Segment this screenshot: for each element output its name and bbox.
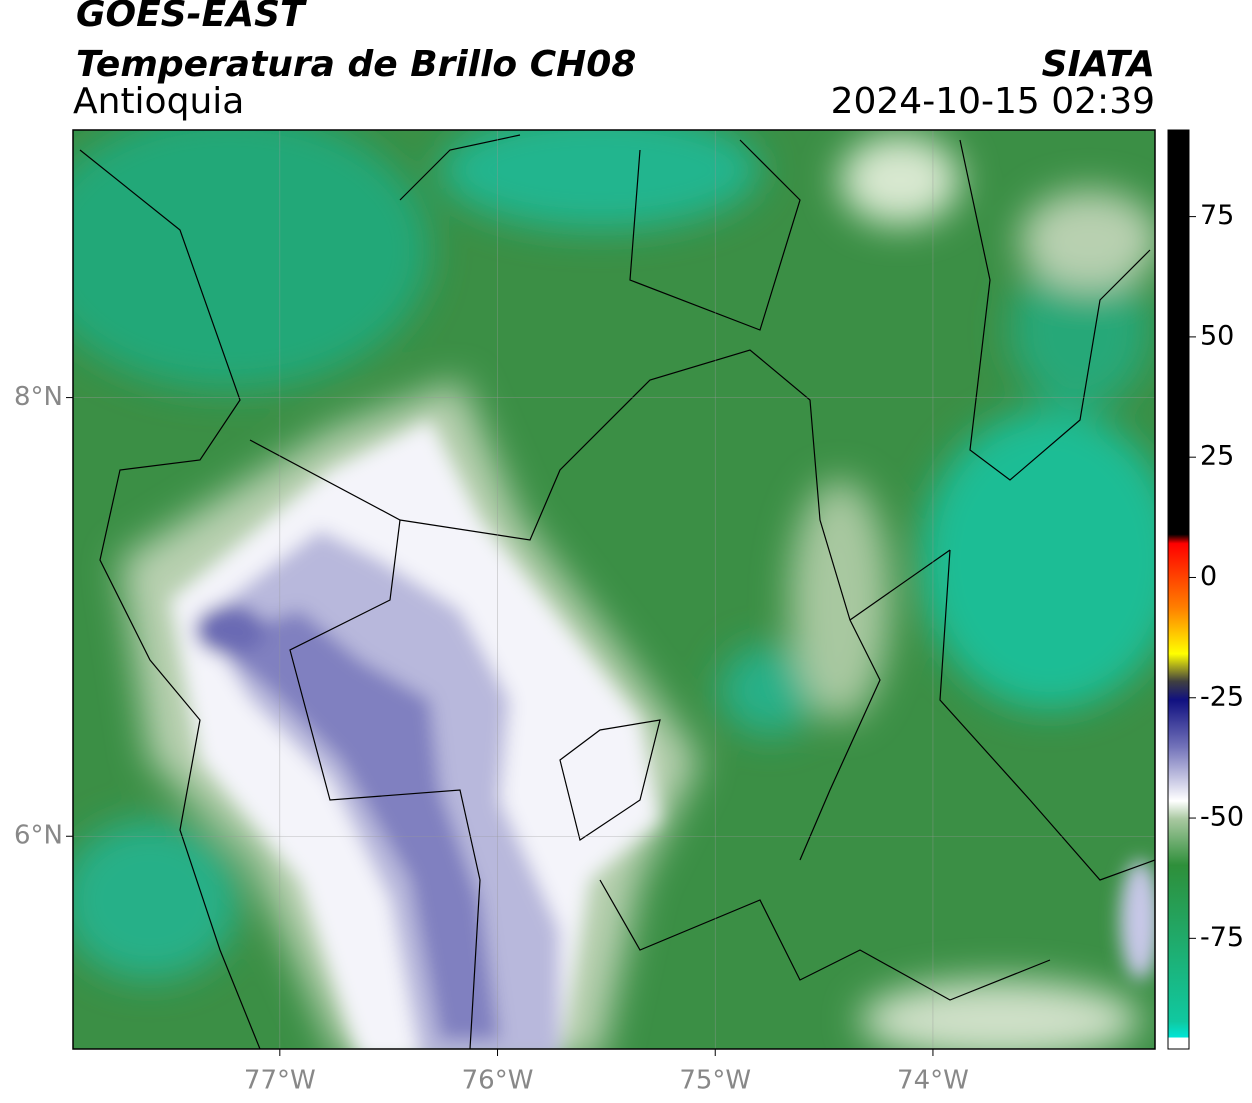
region: Antioquia xyxy=(73,81,244,122)
x-tick-label: 77°W xyxy=(244,1066,316,1096)
x-tick-label: 74°W xyxy=(897,1066,969,1096)
colorbar xyxy=(1167,129,1190,1050)
map-frame xyxy=(72,129,1156,1050)
satellite-image xyxy=(73,130,1155,1049)
y-tick-label: 8°N xyxy=(14,382,63,412)
colorbar-tick-label: 25 xyxy=(1200,441,1234,472)
colorbar-tick-label: 50 xyxy=(1200,320,1234,351)
y-tick-label: 6°N xyxy=(14,821,63,851)
title: GOES-EAST xyxy=(76,0,307,35)
colorbar-tick-label: -50 xyxy=(1200,802,1244,833)
colorbar-tick-label: 0 xyxy=(1200,561,1217,592)
x-tick-label: 75°W xyxy=(679,1066,751,1096)
subtitle: Temperatura de Brillo CH08 xyxy=(76,44,636,85)
colorbar-tick-label: 75 xyxy=(1200,200,1234,231)
x-tick-label: 76°W xyxy=(462,1066,534,1096)
datetime: 2024-10-15 02:39 xyxy=(831,81,1155,122)
source: SIATA xyxy=(1042,44,1155,85)
colorbar-tick-label: -25 xyxy=(1200,681,1244,712)
colorbar-tick-label: -75 xyxy=(1200,922,1244,953)
